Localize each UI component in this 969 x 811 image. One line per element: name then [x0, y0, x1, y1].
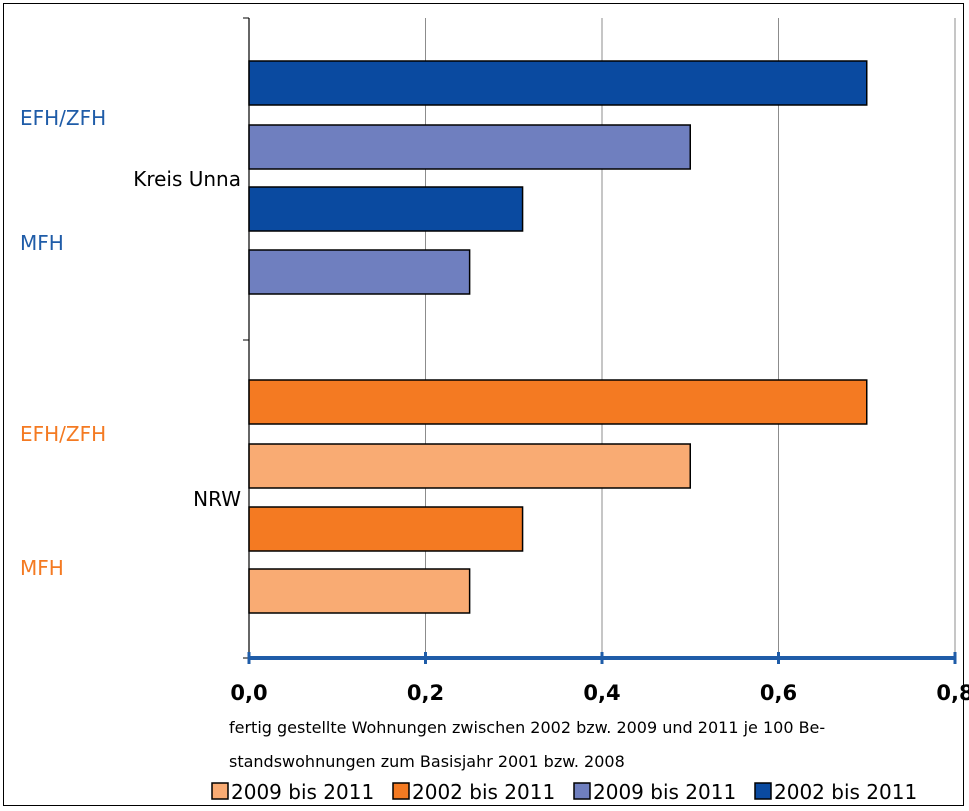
bar-0-3: [248, 249, 471, 295]
x-axis-label-line-2: standswohnungen zum Basisjahr 2001 bzw. …: [229, 752, 625, 771]
bar-0-0: [248, 60, 868, 106]
bar-1-2: [248, 506, 524, 552]
bar-1-3: [248, 568, 471, 614]
legend-label-0: 2009 bis 2011: [231, 780, 374, 804]
x-tick-label-2: 0,4: [583, 681, 620, 705]
subgroup-label-0-1: MFH: [20, 231, 64, 255]
x-tick-labels: 0,0 0,2 0,4 0,6 0,8: [230, 681, 969, 705]
bar-0-1: [248, 124, 691, 170]
bars: [248, 60, 868, 614]
subgroup-label-1-0: EFH/ZFH: [20, 422, 106, 446]
legend-swatch-1: [392, 782, 410, 800]
legend-label-3: 2002 bis 2011: [774, 780, 917, 804]
category-label-0: Kreis Unna: [133, 167, 241, 191]
legend-swatch-2: [573, 782, 591, 800]
x-tick-label-4: 0,8: [936, 681, 969, 705]
x-axis-label-line-1: fertig gestellte Wohnungen zwischen 2002…: [229, 718, 825, 737]
legend: 2009 bis 2011 2002 bis 2011 2009 bis 2011 2…: [211, 780, 917, 804]
x-tick-label-0: 0,0: [230, 681, 267, 705]
subgroup-label-0-0: EFH/ZFH: [20, 106, 106, 130]
axes: [243, 17, 957, 664]
category-label-1: NRW: [193, 487, 241, 511]
x-tick-label-3: 0,6: [760, 681, 797, 705]
legend-swatch-0: [211, 782, 229, 800]
bar-1-0: [248, 379, 868, 425]
subgroup-label-1-1: MFH: [20, 556, 64, 580]
bar-1-1: [248, 443, 691, 489]
category-labels: Kreis Unna NRW: [133, 167, 241, 511]
subgroup-labels: EFH/ZFH MFH EFH/ZFH MFH: [20, 106, 106, 580]
grid-lines: [425, 18, 956, 658]
x-tick-label-1: 0,2: [407, 681, 444, 705]
legend-label-2: 2009 bis 2011: [593, 780, 736, 804]
legend-swatch-3: [754, 782, 772, 800]
bar-0-2: [248, 186, 524, 232]
legend-label-1: 2002 bis 2011: [412, 780, 555, 804]
